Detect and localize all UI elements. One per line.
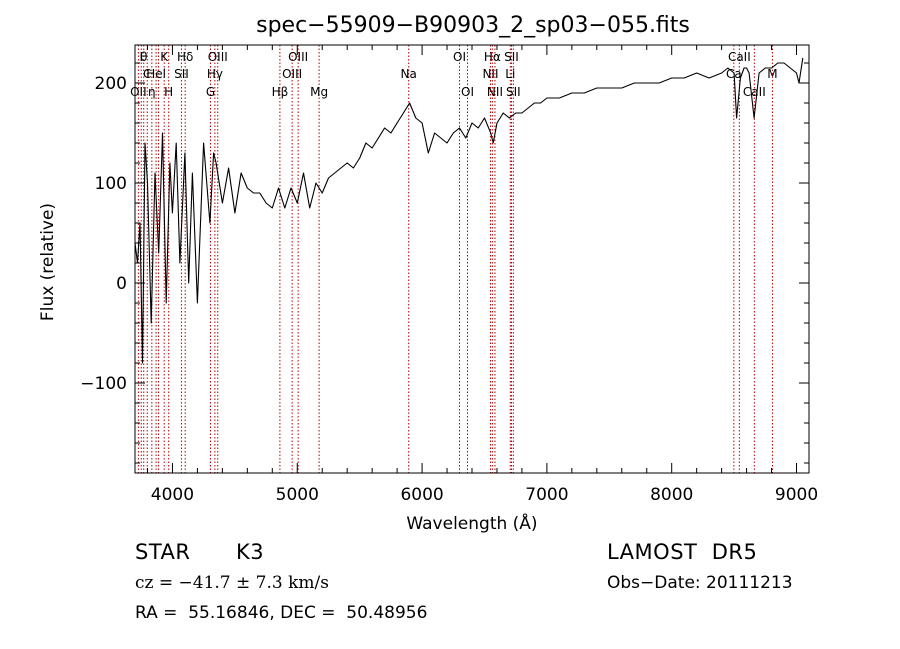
line-label-2-0: θ (140, 50, 147, 64)
line-label-15-0: OIII (282, 67, 302, 81)
line-label-8-0: H (164, 85, 173, 99)
line-label-11-0: G (206, 85, 215, 99)
line-label-20-0: OI (461, 85, 474, 99)
line-label-18-0: Na (401, 67, 417, 81)
ra-dec: RA = 55.16846, DEC = 50.48956 (135, 603, 428, 623)
cz-value: cz = −41.7 ± 7.3 km/s (135, 573, 329, 593)
line-label-1-0: I (139, 50, 143, 64)
line-label-16-0: OIII (288, 50, 308, 64)
line-label-28-0: CaII (728, 50, 751, 64)
line-label-21-0: NII (482, 67, 498, 81)
axis-ticks: 4000 5000 6000 7000 8000 9000 −100 0 100 200 (80, 45, 818, 505)
y-tick-label-1: 0 (116, 274, 127, 294)
line-label-17-0: Mg (310, 85, 328, 99)
line-label-14-0: Hβ (272, 85, 289, 99)
plot-frame (134, 44, 810, 474)
emission-lines (137, 45, 773, 473)
line-label-9-0: SII (174, 67, 189, 81)
line-label-22-0: Hα (484, 50, 501, 64)
line-label-25-0: SII (504, 50, 519, 64)
obs-date: Obs−Date: 20111213 (607, 573, 793, 593)
line-label-26-0: SII (506, 85, 521, 99)
x-axis-label: Wavelength (Å) (406, 512, 537, 534)
y-axis-label: Flux (relative) (38, 203, 58, 321)
x-tick-label-2: 6000 (400, 485, 443, 505)
line-label-12-0: Hγ (207, 67, 223, 81)
line-labels: OIIIθCηHelKHSIIHδGHγOIIIHβOIIIOIIIMgNaOI… (130, 50, 778, 99)
line-label-0-0: OII (130, 85, 147, 99)
x-tick-label-0: 4000 (151, 485, 194, 505)
y-tick-label-0: −100 (80, 374, 127, 394)
line-label-19-0: OI (453, 50, 466, 64)
line-label-24-0: Li (505, 67, 515, 81)
chart-title: spec−55909−B90903_2_sp03−055.fits (256, 13, 690, 38)
subclass-label: K3 (236, 540, 265, 564)
line-label-10-0: Hδ (177, 50, 193, 64)
x-tick-label-5: 9000 (775, 485, 818, 505)
series-line-0 (134, 57, 804, 364)
x-tick-label-3: 7000 (525, 485, 568, 505)
line-label-13-0: OIII (208, 50, 228, 64)
x-tick-label-4: 8000 (650, 485, 693, 505)
flux-series (134, 57, 804, 364)
class-label: STAR (135, 540, 191, 564)
survey-label: LAMOST DR5 (607, 540, 758, 564)
line-label-30-0: M (767, 67, 777, 81)
y-tick-label-3: 200 (95, 74, 127, 94)
line-label-4-0: η (148, 85, 156, 99)
line-label-5-0: Hel (146, 67, 166, 81)
x-tick-label-1: 5000 (276, 485, 319, 505)
line-label-23-0: NII (487, 85, 503, 99)
line-label-3-0: C (143, 67, 151, 81)
line-label-29-0: CaII (743, 85, 766, 99)
line-label-7-0: K (160, 50, 169, 64)
y-tick-label-2: 100 (95, 174, 127, 194)
